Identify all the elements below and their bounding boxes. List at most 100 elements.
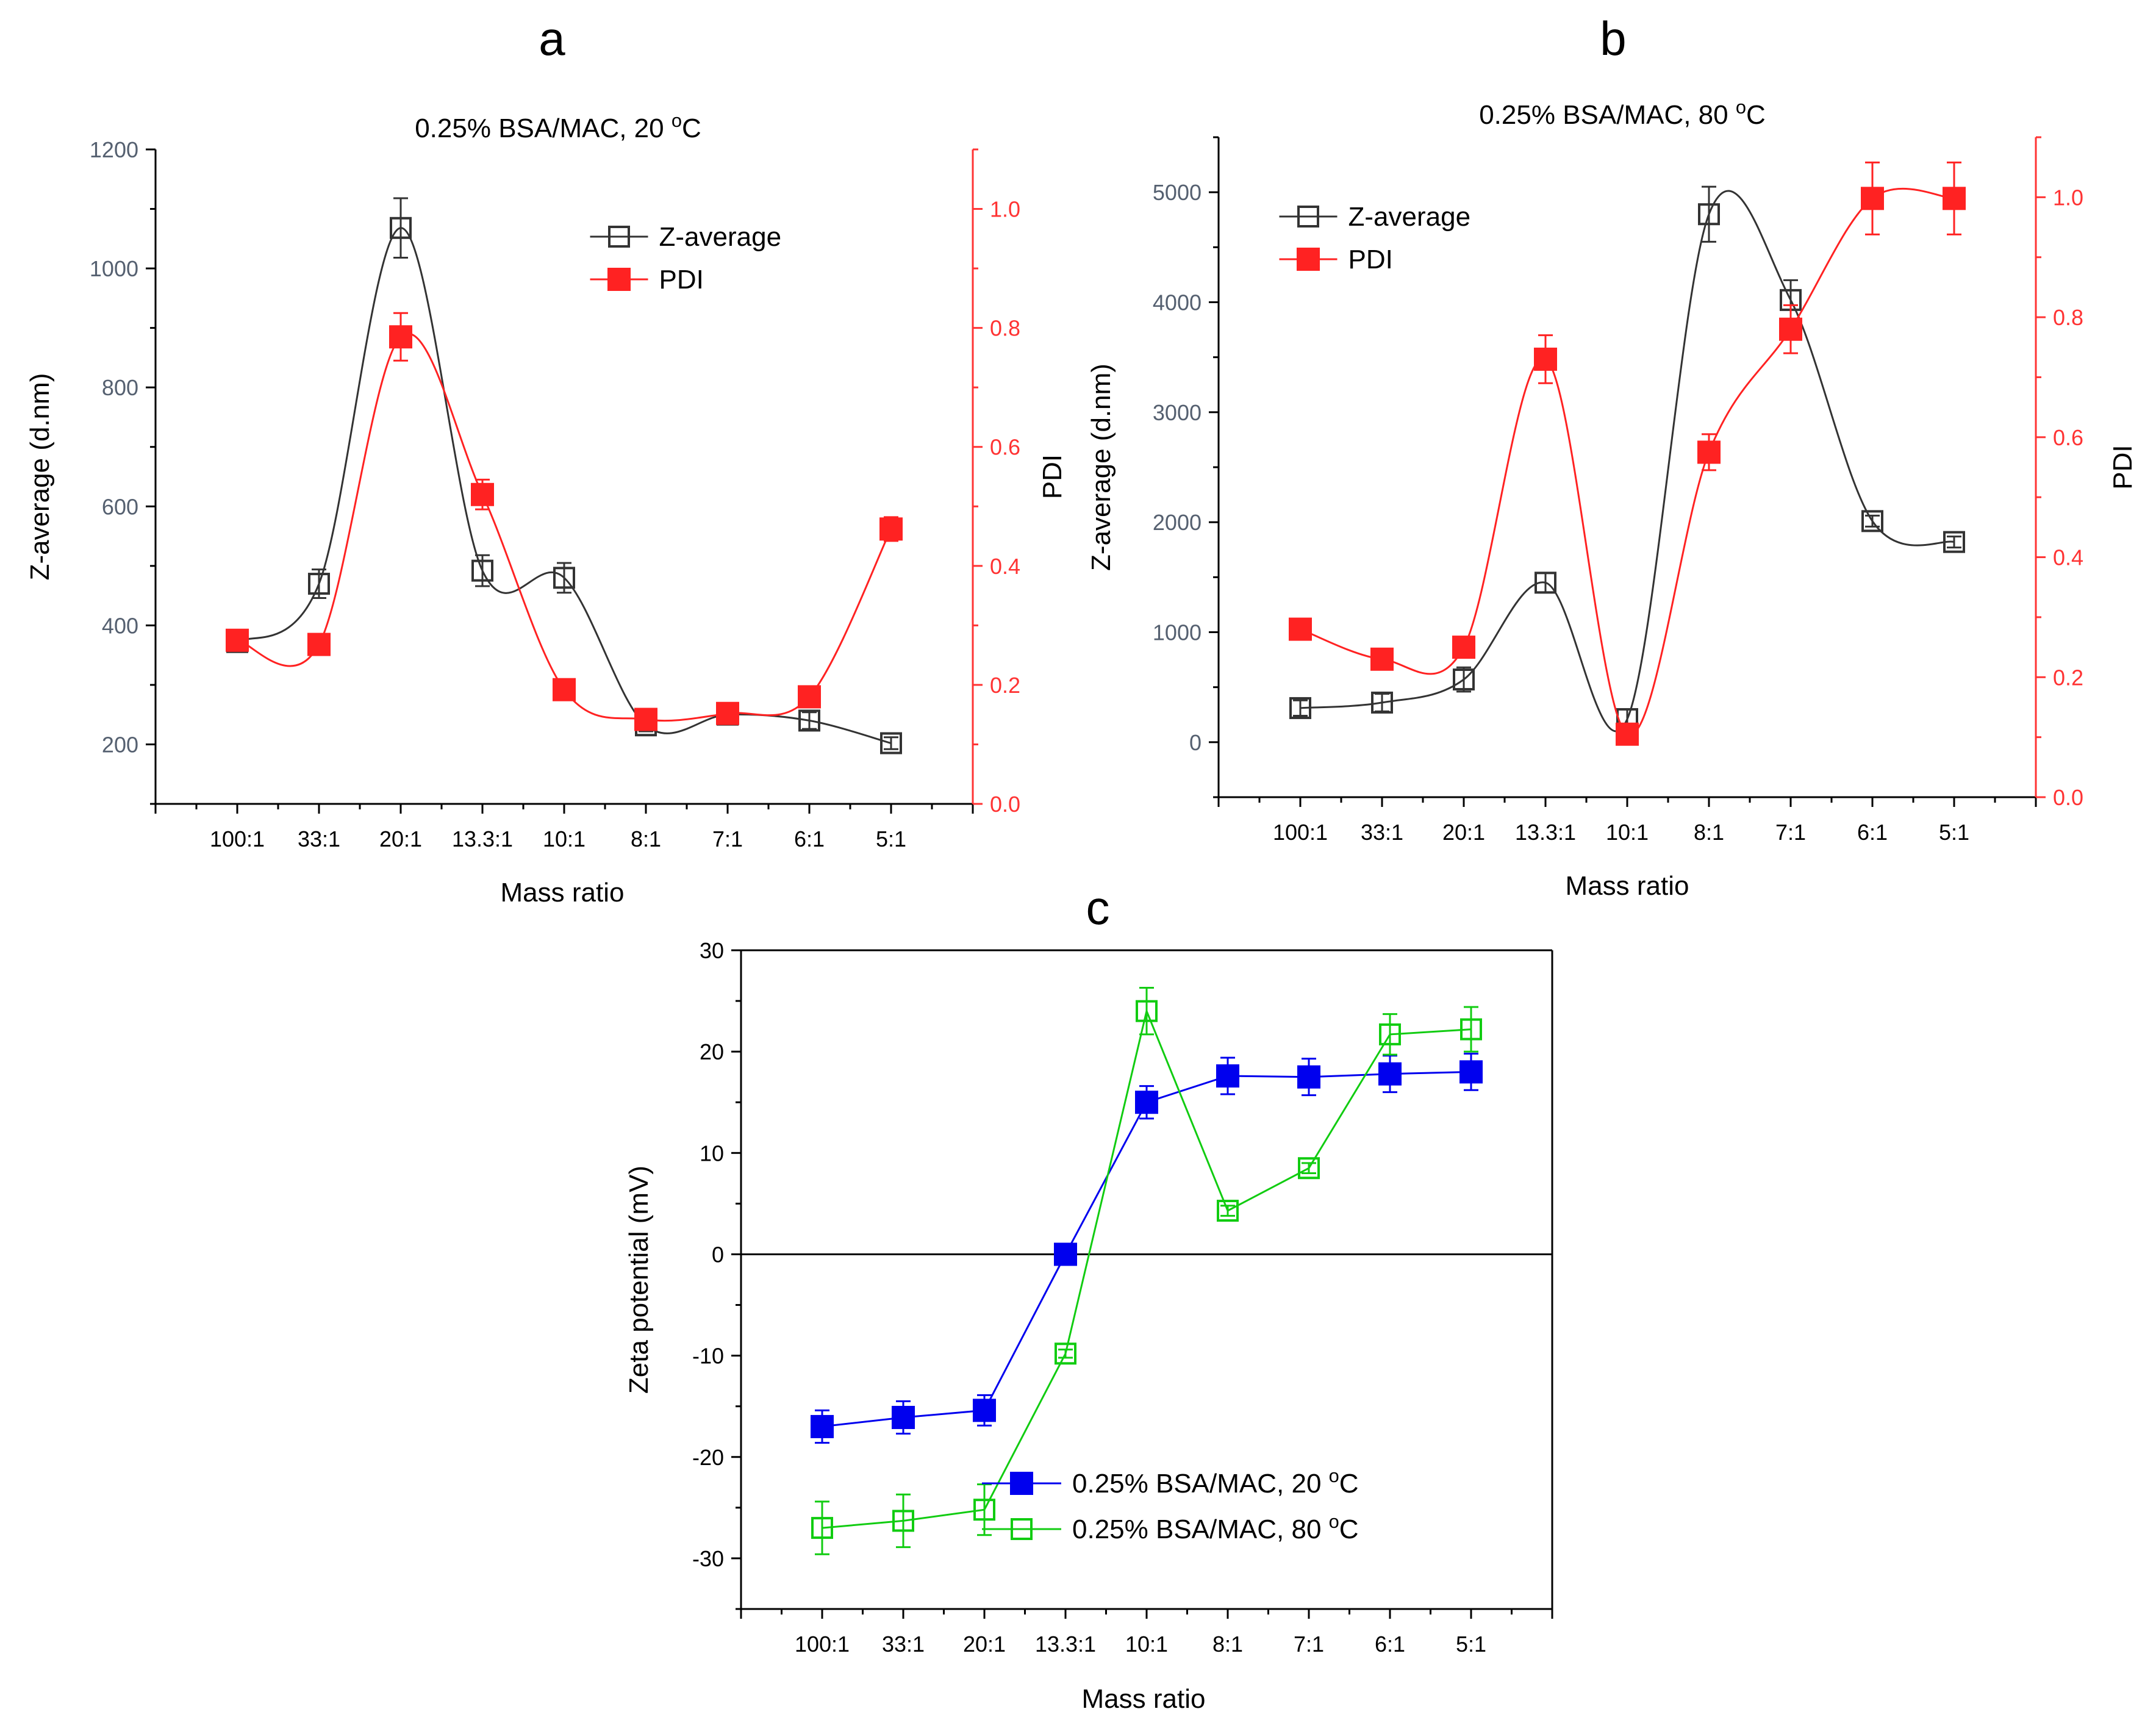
legend-label: 0.25% BSA/MAC, 80 oC xyxy=(1072,1511,1359,1545)
panel-letter: c xyxy=(1086,881,1110,934)
legend-label-unit: C xyxy=(1339,1514,1359,1544)
data-point xyxy=(1055,1342,1076,1365)
y2-tick-label: 0.4 xyxy=(2053,545,2083,570)
error-bar xyxy=(896,1493,911,1549)
data-point xyxy=(1616,722,1639,746)
data-point xyxy=(471,482,494,506)
data-point xyxy=(1136,1000,1158,1022)
x-tick-label: 100:1 xyxy=(1273,820,1328,845)
x-tick-label: 8:1 xyxy=(1694,820,1724,845)
y-tick-label: -20 xyxy=(692,1445,724,1470)
legend-label-space xyxy=(1321,1469,1328,1499)
data-point xyxy=(1298,1157,1320,1180)
y-tick-label: 1000 xyxy=(90,256,138,281)
data-point xyxy=(553,678,576,701)
data-point xyxy=(1297,1065,1320,1089)
error-bar xyxy=(1220,1205,1235,1217)
legend-label-unit: C xyxy=(1339,1469,1359,1499)
data-point xyxy=(634,708,657,731)
series-line xyxy=(237,227,892,744)
degree-superscript: o xyxy=(672,110,682,131)
data-point xyxy=(1370,647,1394,671)
data-point xyxy=(1943,187,1966,210)
x-tick-label: 100:1 xyxy=(795,1632,850,1657)
legend-marker xyxy=(1297,206,1319,228)
y-tick-label: -30 xyxy=(692,1546,724,1571)
data-point xyxy=(1289,697,1311,719)
error-bar xyxy=(1865,514,1880,528)
legend-label-space xyxy=(1321,1514,1328,1544)
legend-marker xyxy=(608,226,630,248)
y-axis-label: Z-average (d.nm) xyxy=(25,373,55,581)
x-tick-label: 6:1 xyxy=(794,826,825,851)
x-tick-label: 20:1 xyxy=(963,1632,1006,1657)
y-tick-label: 400 xyxy=(102,613,138,638)
panel-letter: b xyxy=(1600,12,1626,65)
chart-title-unit: C xyxy=(682,113,701,143)
data-point xyxy=(973,1399,996,1422)
y-axis-label: Z-average (d.nm) xyxy=(1086,364,1116,571)
y-tick-label: 5000 xyxy=(1153,180,1202,205)
x-axis-label: Mass ratio xyxy=(1082,1684,1206,1714)
y2-axis-label: PDI xyxy=(1037,454,1067,499)
y2-tick-label: 0.0 xyxy=(990,792,1020,817)
data-point xyxy=(879,517,903,541)
data-point xyxy=(973,1499,995,1521)
data-point xyxy=(716,701,739,725)
legend-marker xyxy=(1011,1518,1033,1540)
x-tick-label: 8:1 xyxy=(631,826,661,851)
error-bar xyxy=(1456,666,1471,693)
legend-marker xyxy=(1010,1472,1033,1495)
chart-title: 0.25% BSA/MAC, 80 oC xyxy=(1479,96,1766,131)
error-bar xyxy=(1139,986,1154,1036)
legend-label-text: Z-average xyxy=(659,222,782,252)
chart-title: 0.25% BSA/MAC, 20 oC xyxy=(415,110,701,144)
data-point xyxy=(798,709,820,732)
data-point xyxy=(390,217,412,239)
y2-axis-label: PDI xyxy=(2108,445,2138,489)
series-line xyxy=(1300,188,1955,736)
legend-label: Z-average xyxy=(1348,202,1471,232)
degree-superscript: o xyxy=(1329,1465,1339,1486)
data-point xyxy=(892,1405,915,1429)
data-point xyxy=(226,628,249,652)
panel-letter: a xyxy=(539,12,565,65)
data-point xyxy=(389,325,412,349)
legend-entry: PDI xyxy=(1279,245,1393,274)
panel-a: a 0.25% BSA/MAC, 20 oC 100:1 33:1 20:1 13.3:1… xyxy=(25,12,1067,908)
y-tick-label: 4000 xyxy=(1153,290,1202,315)
error-bar xyxy=(802,711,817,730)
y-tick-label: 200 xyxy=(102,732,138,757)
x-tick-label: 10:1 xyxy=(543,826,586,851)
x-tick-label: 13.3:1 xyxy=(452,826,513,851)
y2-tick-label: 1.0 xyxy=(990,197,1020,222)
data-point xyxy=(1534,347,1557,371)
x-tick-label: 20:1 xyxy=(379,826,422,851)
legend-marker xyxy=(607,268,631,291)
legend-label-text: 0.25% BSA/MAC, 20 xyxy=(1072,1469,1321,1499)
x-tick-label: 5:1 xyxy=(1939,820,1969,845)
legend-label-text: Z-average xyxy=(1348,202,1471,232)
x-tick-label: 7:1 xyxy=(1294,1632,1324,1657)
data-point xyxy=(471,559,493,582)
error-bar xyxy=(1947,536,1961,549)
legend-entry: PDI xyxy=(590,265,704,295)
data-point xyxy=(553,567,575,589)
legend-label: Z-average xyxy=(659,222,782,252)
x-tick-label: 13.3:1 xyxy=(1035,1632,1096,1657)
data-point xyxy=(1379,1023,1401,1045)
series-2 xyxy=(1289,161,1966,746)
series-2 xyxy=(226,312,903,731)
y-tick-label: 0 xyxy=(1189,730,1202,755)
y-tick-label: 0 xyxy=(712,1242,724,1267)
data-point xyxy=(1459,1060,1483,1084)
chart-title-unit: C xyxy=(1746,100,1766,130)
y-tick-label: 800 xyxy=(102,375,138,400)
legend-entry: 0.25% BSA/MAC, 80 oC xyxy=(982,1511,1359,1545)
y-tick-label: 600 xyxy=(102,494,138,519)
error-bar xyxy=(1464,1006,1478,1053)
data-point xyxy=(1698,203,1720,226)
x-tick-label: 7:1 xyxy=(1775,820,1806,845)
y2-tick-label: 0.0 xyxy=(2053,785,2083,810)
